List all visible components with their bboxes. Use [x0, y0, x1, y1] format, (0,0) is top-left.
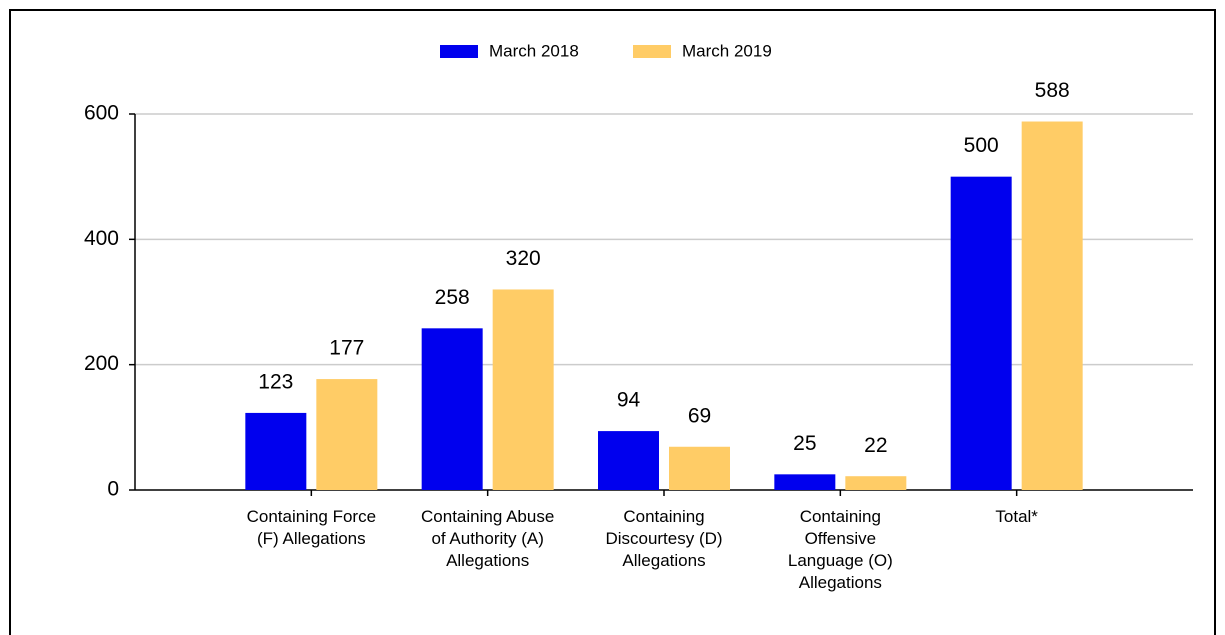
data-label: 177 [329, 337, 364, 360]
x-tick-label: Total* [995, 507, 1038, 526]
bar [1021, 121, 1083, 491]
data-label: 320 [506, 247, 541, 270]
legend-label: March 2019 [682, 41, 772, 60]
data-label: 69 [688, 404, 711, 427]
bar [421, 328, 483, 490]
data-label: 94 [617, 389, 641, 412]
x-tick-label: Containing Discourtesy (D) Allegations [605, 507, 723, 570]
y-tick-label: 600 [84, 102, 119, 125]
x-tick-label: Containing Force (F) Allegations [246, 507, 377, 548]
y-tick-label: 0 [107, 478, 119, 501]
data-label: 25 [793, 432, 816, 455]
x-tick-label: Containing Abuse of Authority (A) Allega… [421, 507, 555, 570]
data-label: 123 [258, 370, 293, 393]
data-label: 258 [435, 286, 470, 309]
bar [950, 176, 1012, 490]
legend-swatch [633, 45, 671, 58]
bar [316, 379, 378, 490]
bar [492, 289, 554, 490]
x-tick-label: Containing Offensive Language (O) Allega… [787, 507, 893, 592]
bar [245, 412, 307, 490]
bar [774, 474, 836, 490]
bar [669, 446, 730, 490]
y-tick-label: 400 [84, 227, 119, 250]
bar [845, 476, 907, 490]
y-tick-label: 200 [84, 352, 119, 375]
data-label: 500 [964, 134, 999, 157]
data-label: 588 [1035, 79, 1070, 102]
bar [598, 431, 659, 490]
legend-label: March 2018 [489, 41, 579, 60]
frame [9, 9, 1216, 635]
legend-swatch [440, 45, 478, 58]
data-label: 22 [864, 434, 887, 457]
